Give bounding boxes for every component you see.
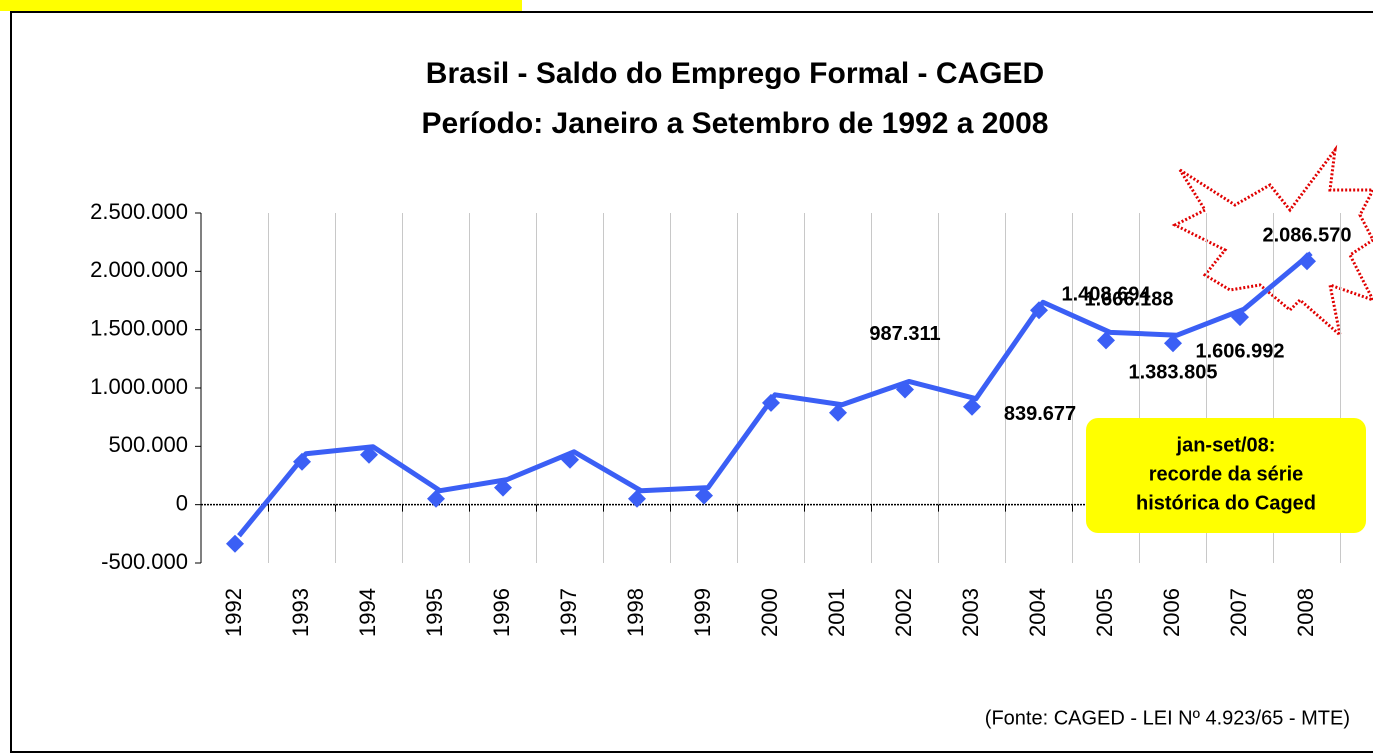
x-tick-label: 2000	[757, 588, 782, 637]
chart-title: Brasil - Saldo do Emprego Formal - CAGED	[426, 57, 1044, 90]
plot-area: -500.000 0 500.000 1.000.000 1.500.000 2.000.…	[90, 199, 1351, 637]
x-tick-label: 2005	[1092, 588, 1117, 637]
annotation: histórica do Caged	[1136, 492, 1316, 514]
header-highlight	[0, 0, 522, 11]
data-point	[628, 489, 646, 508]
chart-frame	[10, 11, 1373, 753]
data-point	[1030, 301, 1048, 320]
chart-subtitle: Período: Janeiro a Setembro de 1992 a 20…	[422, 107, 1049, 140]
data-label: 1.666.188	[1085, 289, 1174, 311]
annotation-box	[1086, 418, 1366, 533]
data-point	[427, 489, 445, 508]
annotation: recorde da série	[1149, 463, 1304, 485]
data-point	[829, 403, 847, 422]
x-tick-label: 1995	[422, 588, 447, 637]
data-point	[695, 486, 713, 505]
x-tick-label: 1994	[355, 588, 380, 637]
series-line	[237, 251, 1313, 538]
data-label: 839.677	[1004, 403, 1076, 425]
x-tick-label: 1997	[556, 588, 581, 637]
data-label: 1.606.992	[1196, 340, 1285, 362]
data-point	[896, 380, 914, 399]
x-tick-label: 1998	[623, 588, 648, 637]
x-tick-label: 2002	[891, 588, 916, 637]
x-tick-label: 2006	[1159, 588, 1184, 637]
y-tick-label: 1.000.000	[90, 374, 188, 399]
x-tick-label: 1993	[288, 588, 313, 637]
y-tick-label: 1.500.000	[90, 315, 188, 340]
data-label: 1.383.805	[1129, 362, 1218, 384]
y-tick-label: 2.000.000	[90, 257, 188, 282]
x-tick-label: 1999	[690, 588, 715, 637]
x-tick-label: 2007	[1226, 588, 1251, 637]
highlight-star	[1171, 144, 1373, 340]
data-point	[1164, 334, 1182, 353]
data-point	[963, 397, 981, 416]
data-point	[762, 393, 780, 412]
x-tick-label: 2008	[1293, 588, 1318, 637]
y-tick-label: 2.500.000	[90, 199, 188, 224]
data-point	[226, 534, 244, 553]
x-tick-label: 2004	[1025, 588, 1050, 637]
source: (Fonte: CAGED - LEI Nº 4.923/65 - MTE)	[985, 707, 1350, 729]
x-tick-label: 1992	[221, 588, 246, 637]
data-label: 2.086.570	[1263, 225, 1352, 247]
data-point	[1097, 331, 1115, 350]
data-point	[1231, 308, 1249, 327]
y-tick-label: 0	[176, 490, 188, 515]
x-tick-label: 1996	[489, 588, 514, 637]
data-point	[293, 452, 311, 471]
data-label: 987.311	[869, 323, 940, 345]
data-label: 1.408.694	[1062, 284, 1152, 306]
annotation: jan-set/08:	[1176, 434, 1276, 456]
data-point	[360, 445, 378, 464]
data-point	[561, 450, 579, 469]
x-tick-label: 2001	[824, 588, 849, 637]
x-tick-label: 2003	[958, 588, 983, 637]
y-tick-label: 500.000	[108, 432, 188, 457]
data-point	[494, 478, 512, 497]
data-point	[1298, 252, 1316, 271]
y-tick-label: -500.000	[101, 549, 188, 574]
